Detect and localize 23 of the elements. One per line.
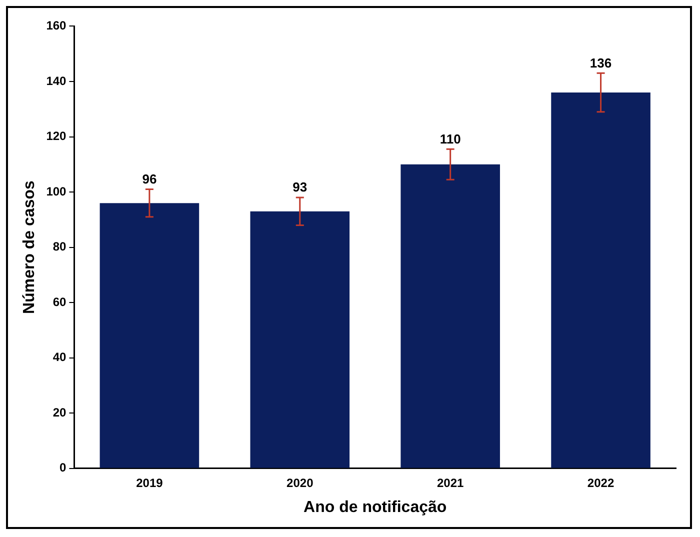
y-tick-label: 60 <box>52 294 67 309</box>
x-tick-label: 2022 <box>587 476 614 490</box>
bar <box>551 92 650 468</box>
bar <box>100 203 200 468</box>
y-tick-label: 160 <box>46 18 67 33</box>
data-label: 93 <box>292 180 308 195</box>
y-tick-label: 140 <box>46 74 67 88</box>
y-tick-label: 100 <box>46 184 67 198</box>
y-axis-title: Número de casos <box>21 180 38 314</box>
y-tick-label: 0 <box>60 460 67 475</box>
y-tick-label: 20 <box>52 405 67 420</box>
bar <box>400 164 500 468</box>
y-tick-label: 40 <box>52 350 67 364</box>
x-tick-label: 2020 <box>286 476 314 490</box>
x-tick-label: 2019 <box>136 476 164 490</box>
y-tick-label: 80 <box>52 240 67 254</box>
data-label: 110 <box>440 131 461 146</box>
x-axis-title: Ano de notificação <box>304 498 447 516</box>
bar <box>250 211 350 468</box>
data-label: 96 <box>142 171 157 186</box>
data-label: 136 <box>590 55 612 70</box>
y-tick-label: 120 <box>46 129 67 144</box>
x-tick-label: 2021 <box>436 476 464 490</box>
